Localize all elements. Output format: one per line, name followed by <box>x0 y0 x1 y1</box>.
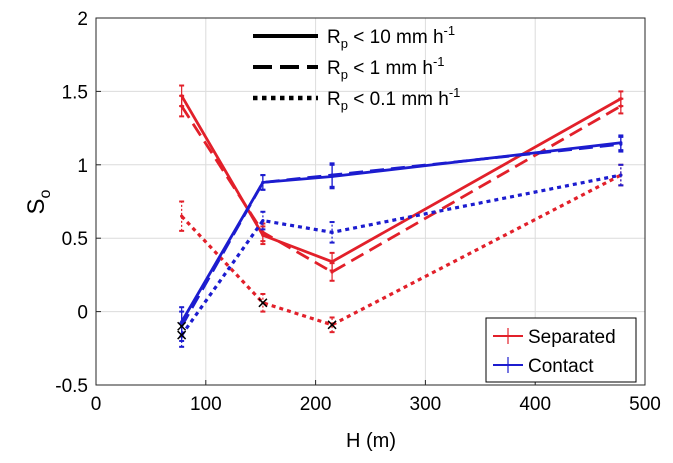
x-axis-label: H (m) <box>346 430 396 452</box>
data-point <box>619 104 623 108</box>
data-point <box>330 173 334 177</box>
tick-labels: 0 100 200 300 400 500-0.500.511.52 <box>55 9 661 415</box>
series-line-separated-dashed <box>180 104 622 274</box>
x-tick-label: 500 <box>629 394 661 415</box>
y-axis-label-sub: o <box>37 189 54 198</box>
series-line-contact-solid <box>180 141 622 323</box>
y-tick-label: 0 <box>77 303 88 324</box>
series-line-contact-dotted <box>180 173 622 337</box>
y-tick-label: 0.5 <box>62 229 88 250</box>
cross-marker <box>258 298 268 308</box>
y-tick-label: 1.5 <box>62 82 88 103</box>
linestyle-legend-label: Rp < 1 mm h-1 <box>327 54 445 82</box>
series-line-contact-dashed <box>180 142 621 327</box>
data-point <box>330 270 334 274</box>
legend-label-contact: Contact <box>528 356 594 377</box>
data-point <box>261 230 265 234</box>
x-tick-label: 200 <box>300 394 332 415</box>
y-axis-label-main: S <box>23 198 50 214</box>
y-axis-label: So <box>23 189 54 214</box>
cross-marker <box>177 321 187 331</box>
svg-text:So: So <box>23 189 54 214</box>
axes <box>95 17 646 386</box>
data-point <box>261 180 265 185</box>
linestyle-legend: Rp < 10 mm h-1 Rp < 1 mm h-1 Rp < 0.1 mm h… <box>253 23 460 113</box>
data-point <box>261 218 265 223</box>
data-point <box>330 230 334 234</box>
linestyle-legend-label: Rp < 10 mm h-1 <box>327 23 455 51</box>
cross-marker <box>177 330 187 340</box>
data-point <box>180 214 184 218</box>
plot-frame <box>95 17 646 386</box>
x-tick-label: 300 <box>410 394 442 415</box>
series-legend: Separated Contact <box>485 317 637 383</box>
linestyle-legend-label: Rp < 0.1 mm h-1 <box>327 85 460 113</box>
y-tick-label: -0.5 <box>55 376 88 397</box>
data-point <box>180 104 184 108</box>
cross-marker <box>327 320 337 330</box>
series-legend-box <box>485 317 637 383</box>
data-point <box>619 173 623 177</box>
y-tick-label: 1 <box>77 156 88 177</box>
data-point <box>619 142 623 146</box>
x-tick-label: 100 <box>190 394 222 415</box>
series-line-separated-dotted <box>180 173 622 327</box>
legend-label-separated: Separated <box>528 327 616 348</box>
y-tick-label: 2 <box>77 9 88 30</box>
series-layer <box>177 84 624 348</box>
x-tick-label: 400 <box>519 394 551 415</box>
x-tick-label: 0 <box>91 394 102 415</box>
series-line-separated-solid <box>180 95 622 264</box>
